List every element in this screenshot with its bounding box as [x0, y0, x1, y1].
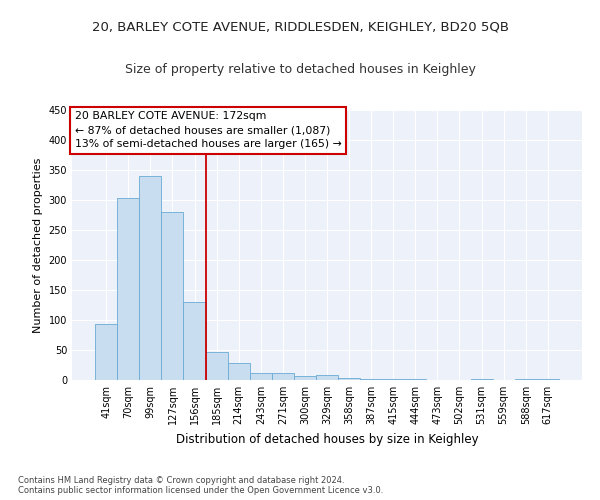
Bar [117, 198, 139, 380]
Bar [184, 302, 206, 380]
Bar [227, 362, 250, 380]
Text: 20 BARLEY COTE AVENUE: 172sqm
← 87% of detached houses are smaller (1,087)
13% o: 20 BARLEY COTE AVENUE: 172sqm ← 87% of d… [74, 112, 341, 150]
Bar [294, 376, 316, 380]
Text: Size of property relative to detached houses in Keighley: Size of property relative to detached ho… [125, 62, 475, 76]
Bar [161, 212, 184, 380]
Bar [139, 176, 161, 380]
Y-axis label: Number of detached properties: Number of detached properties [33, 158, 43, 332]
X-axis label: Distribution of detached houses by size in Keighley: Distribution of detached houses by size … [176, 432, 478, 446]
Bar [95, 324, 117, 380]
Bar [272, 374, 294, 380]
Text: 20, BARLEY COTE AVENUE, RIDDLESDEN, KEIGHLEY, BD20 5QB: 20, BARLEY COTE AVENUE, RIDDLESDEN, KEIG… [91, 20, 509, 33]
Bar [316, 374, 338, 380]
Bar [338, 378, 360, 380]
Bar [250, 374, 272, 380]
Text: Contains HM Land Registry data © Crown copyright and database right 2024.
Contai: Contains HM Land Registry data © Crown c… [18, 476, 383, 495]
Bar [206, 352, 227, 380]
